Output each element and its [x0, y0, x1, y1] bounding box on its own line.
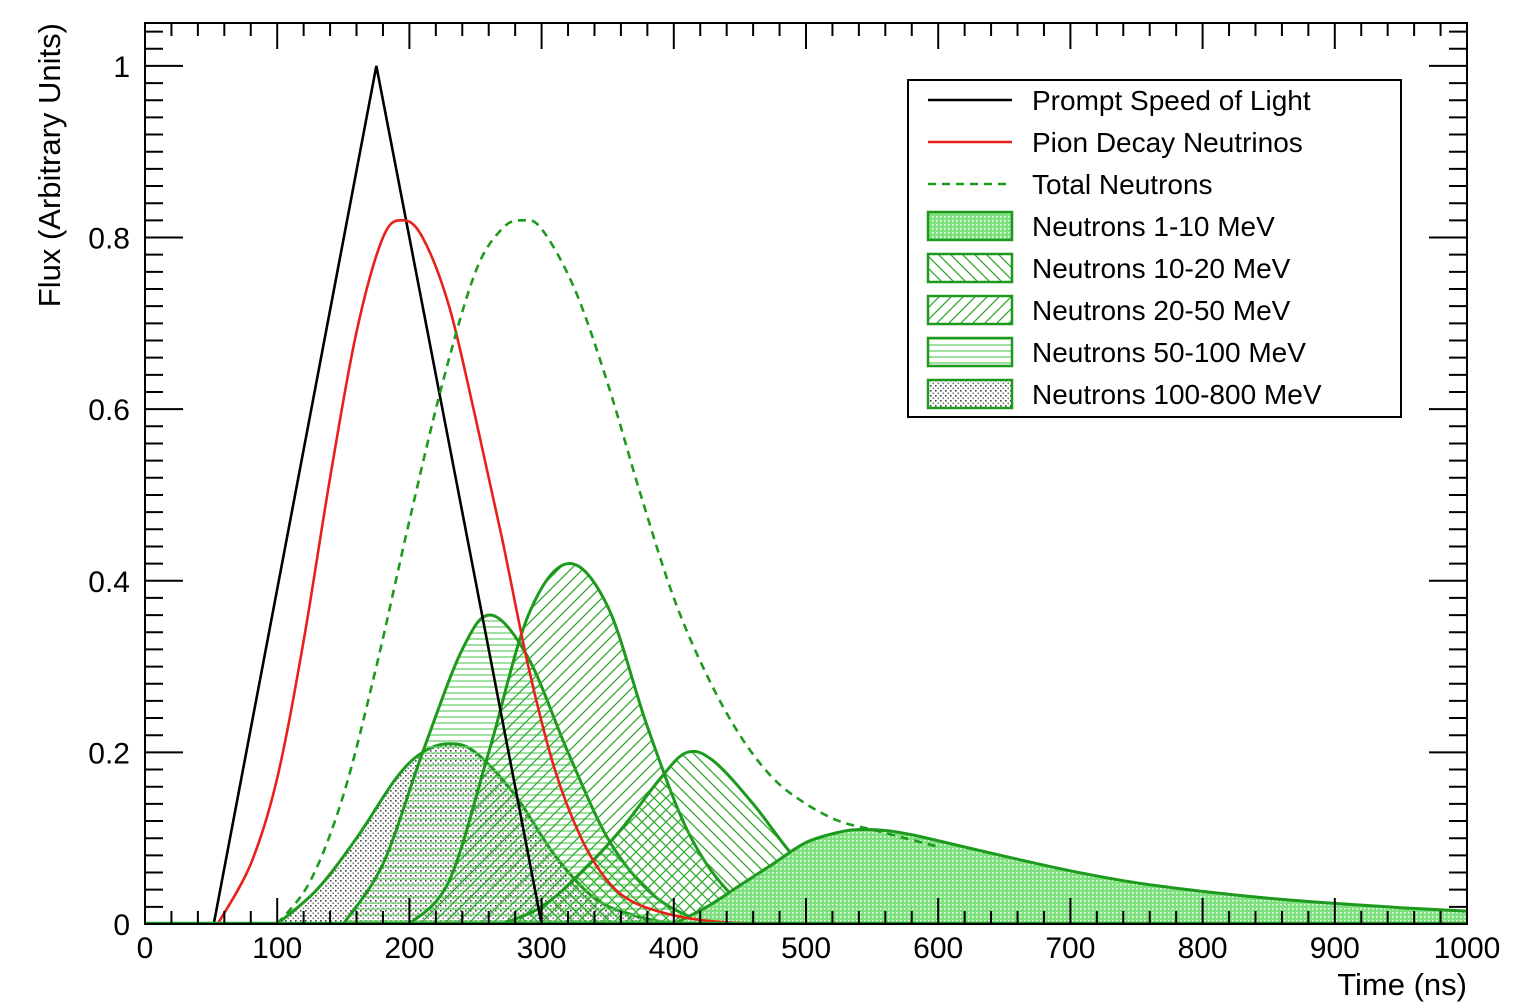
legend-item-neutrons-10-20-mev: Neutrons 10-20 MeV — [926, 252, 1291, 284]
legend-label: Total Neutrons — [1032, 169, 1213, 200]
x-tick-label: 600 — [913, 932, 963, 965]
x-tick-label: 1000 — [1434, 932, 1501, 965]
legend-item-neutrons-100-800-mev: Neutrons 100-800 MeV — [926, 378, 1322, 410]
legend-label: Pion Decay Neutrinos — [1032, 127, 1303, 158]
legend-label: Neutrons 20-50 MeV — [1032, 295, 1291, 326]
legend-label: Prompt Speed of Light — [1032, 85, 1311, 116]
y-tick-label: 0 — [113, 909, 130, 942]
ticks-layer — [144, 23, 1468, 925]
legend-item-neutrons-1-10-mev: Neutrons 1-10 MeV — [926, 210, 1275, 242]
y-tick-label: 0.6 — [88, 394, 130, 427]
y-tick-label: 0.2 — [88, 737, 130, 770]
legend-label: Neutrons 50-100 MeV — [1032, 337, 1306, 368]
legend-item-pion-decay-neutrinos: Pion Decay Neutrinos — [928, 127, 1303, 158]
legend-label: Neutrons 10-20 MeV — [1032, 253, 1291, 284]
y-axis-title: Flux (Arbitrary Units) — [32, 23, 67, 307]
legend-item-total-neutrons: Total Neutrons — [928, 169, 1213, 200]
series-line-prompt-speed-of-light — [212, 65, 543, 924]
y-tick-label: 1 — [113, 51, 130, 84]
legend-label: Neutrons 100-800 MeV — [1032, 379, 1322, 410]
series-line-total-neutrons — [276, 218, 939, 924]
x-tick-label: 0 — [137, 932, 154, 965]
x-tick-label: 900 — [1310, 932, 1360, 965]
x-tick-label: 800 — [1178, 932, 1228, 965]
legend-swatch — [926, 378, 1014, 410]
legend-item-prompt-speed-of-light: Prompt Speed of Light — [928, 85, 1311, 116]
x-tick-label: 200 — [384, 932, 434, 965]
x-tick-label: 400 — [649, 932, 699, 965]
legend-item-neutrons-20-50-mev: Neutrons 20-50 MeV — [926, 294, 1291, 326]
series-line-pion-decay-neutrinos — [216, 219, 767, 924]
y-tick-label: 0.4 — [88, 566, 130, 599]
series-line-neutrons-1-10-mev — [673, 828, 1467, 924]
x-tick-label: 500 — [781, 932, 831, 965]
tick-labels-layer: 0 100 200 300 400 500 600 700 800 900 1000 0 0.2 0.4 0… — [88, 51, 1500, 965]
legend-swatch — [926, 336, 1014, 368]
x-tick-label: 100 — [252, 932, 302, 965]
legend-item-neutrons-50-100-mev: Neutrons 50-100 MeV — [926, 336, 1306, 368]
x-tick-label: 700 — [1045, 932, 1095, 965]
series-fill-neutrons-1-10-mev — [673, 829, 1467, 924]
x-tick-label: 300 — [517, 932, 567, 965]
legend: Prompt Speed of Light Pion Decay Neutrino… — [907, 79, 1402, 418]
x-axis-title: Time (ns) — [1337, 967, 1467, 1002]
legend-swatch — [926, 294, 1014, 326]
legend-swatch — [926, 252, 1014, 284]
y-tick-label: 0.8 — [88, 223, 130, 256]
legend-swatch — [926, 210, 1014, 242]
series-fill-neutrons-20-50-mev — [409, 563, 806, 924]
legend-label: Neutrons 1-10 MeV — [1032, 211, 1275, 242]
